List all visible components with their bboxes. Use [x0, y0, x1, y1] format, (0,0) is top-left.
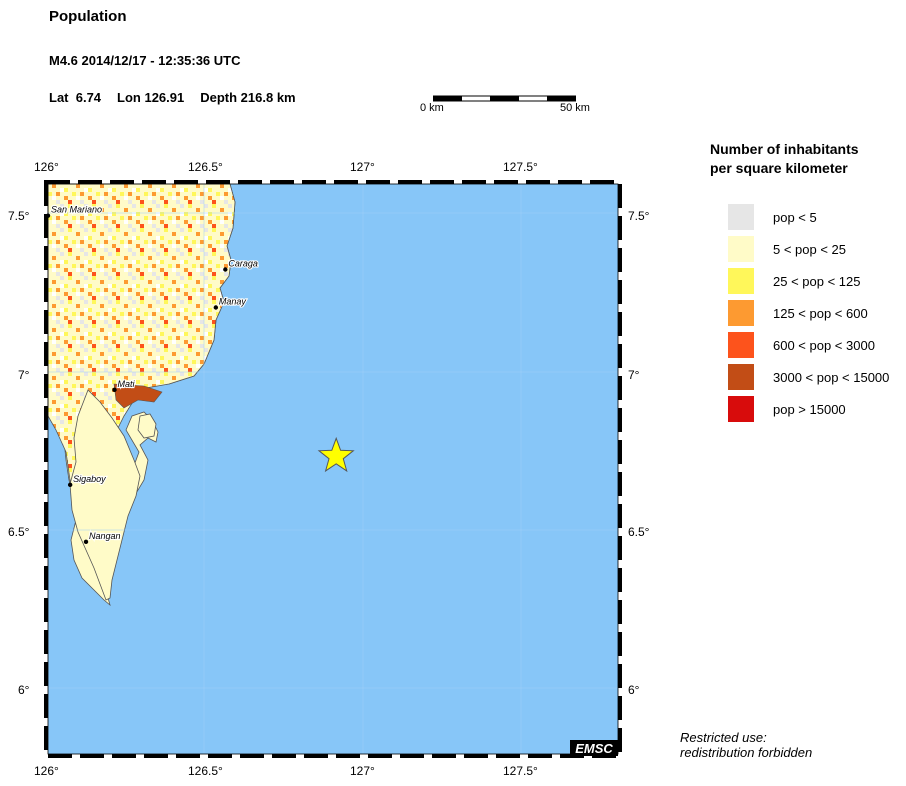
lon-tick-bottom-127-5: 127.5° [503, 764, 538, 778]
city-label: Mati [118, 379, 136, 389]
city-marker: Mati [112, 378, 137, 393]
latitude-value: Lat 6.74 [49, 90, 102, 105]
epicenter-star[interactable] [317, 436, 355, 473]
usage-notice-line1: Restricted use: [680, 730, 767, 745]
southern-peninsula [69, 389, 141, 601]
city-marker: Caraga [223, 257, 259, 272]
legend-title-line2: per square kilometer [710, 160, 848, 176]
cities-layer: San Mariano Caraga Manay Mati Sigaboy Nangan [45, 204, 259, 545]
legend-title: Number of inhabitants per square kilomet… [710, 140, 859, 178]
lat-tick-left-7: 7° [18, 368, 30, 382]
lon-tick-bottom-126: 126° [34, 764, 59, 778]
city-label: San Mariano [51, 205, 102, 215]
map-frame-inner [47, 183, 619, 755]
city-dot [112, 387, 117, 393]
lat-tick-right-7: 7° [628, 368, 640, 382]
legend-item: 600 < pop < 3000 [728, 332, 906, 358]
lon-tick-bottom-126-5: 126.5° [188, 764, 223, 778]
city-dot [213, 305, 219, 310]
coastal-town-strip [113, 383, 163, 409]
lon-tick-top-127: 127° [350, 160, 375, 174]
scale-bar [432, 90, 577, 102]
scale-start-label: 0 km [420, 102, 444, 114]
legend-swatch [728, 300, 754, 326]
legend-label: 25 < pop < 125 [773, 274, 861, 289]
legend-swatch [728, 268, 754, 294]
legend-title-line1: Number of inhabitants [710, 141, 859, 157]
city-label: Caraga [228, 259, 258, 269]
city-label: Sigaboy [73, 474, 106, 484]
usage-notice: Restricted use: redistribution forbidden [680, 730, 812, 760]
islet [137, 413, 157, 439]
city-dot [223, 267, 228, 272]
legend-item: 5 < pop < 25 [728, 236, 906, 262]
lon-tick-top-127-5: 127.5° [503, 160, 538, 174]
scale-end-label: 50 km [560, 102, 590, 114]
legend-swatch [728, 396, 754, 422]
page-title: Population [49, 8, 127, 25]
longitude-value: Lon 126.91 [117, 90, 185, 105]
population-map: San MarianoCaragaManayMatiSigaboyNangan … [44, 180, 622, 758]
city-label: Nangan [89, 531, 121, 541]
lon-tick-top-126-5: 126.5° [188, 160, 223, 174]
lat-tick-right-6: 6° [628, 683, 640, 697]
legend-swatch [728, 332, 754, 358]
event-summary: M4.6 2014/12/17 - 12:35:36 UTC [49, 53, 241, 68]
legend-label: pop < 5 [773, 210, 817, 225]
lat-tick-left-6: 6° [18, 683, 30, 697]
city-dot [45, 213, 51, 218]
city-marker: San Mariano [45, 204, 103, 218]
city-dot [67, 482, 73, 488]
legend-swatch [728, 204, 754, 230]
city-marker: Nangan [83, 530, 122, 545]
scale-bar-graphic [432, 95, 577, 102]
usage-notice-line2: redistribution forbidden [680, 745, 813, 760]
watermark-background [570, 740, 618, 756]
depth-value: Depth 216.8 km [200, 90, 296, 105]
lon-tick-top-126: 126° [34, 160, 59, 174]
legend-swatch [728, 236, 754, 262]
city-marker: Sigaboy [67, 473, 107, 488]
lat-tick-right-7-5: 7.5° [628, 209, 650, 223]
lat-tick-left-6-5: 6.5° [8, 525, 30, 539]
lat-tick-right-6-5: 6.5° [628, 525, 650, 539]
legend-item: 25 < pop < 125 [728, 268, 906, 294]
legend-label: 3000 < pop < 15000 [773, 370, 890, 385]
legend-item: 3000 < pop < 15000 [728, 364, 906, 390]
watermark-label: EMSC [575, 741, 613, 756]
city-marker: Manay [213, 295, 247, 310]
legend-swatch [728, 364, 754, 390]
lon-tick-bottom-127: 127° [350, 764, 375, 778]
lat-tick-left-7-5: 7.5° [8, 209, 30, 223]
legend-item: pop < 5 [728, 204, 906, 230]
city-dot [83, 539, 89, 545]
city-label: Manay [219, 297, 247, 307]
event-location: Lat 6.74 Lon 126.91 Depth 216.8 km [49, 90, 312, 105]
legend-label: 600 < pop < 3000 [773, 338, 875, 353]
legend-label: pop > 15000 [773, 402, 846, 417]
legend-label: 5 < pop < 25 [773, 242, 847, 257]
legend-item: pop > 15000 [728, 396, 906, 422]
legend-item: 125 < pop < 600 [728, 300, 906, 326]
legend-label: 125 < pop < 600 [773, 306, 868, 321]
